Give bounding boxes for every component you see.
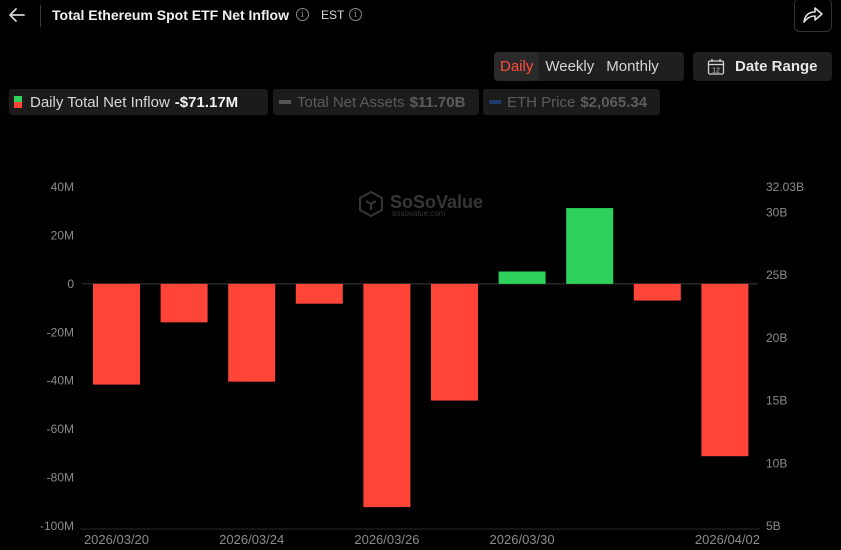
sosovalue-logo-icon: [359, 190, 383, 218]
x-axis: 2026/03/20 2026/03/24 2026/03/26 2026/03/30…: [80, 528, 760, 547]
watermark-site: sosovalue.com: [392, 209, 446, 218]
watermark: SoSoValue sosovalue.com: [359, 190, 483, 218]
calendar-day: 12: [712, 67, 720, 74]
y2-tick-label: 20B: [766, 331, 787, 345]
tab-weekly[interactable]: Weekly: [545, 58, 595, 75]
y-tick-label: -20M: [47, 325, 74, 339]
tab-monthly[interactable]: Monthly: [606, 58, 659, 75]
y-tick-label: 20M: [51, 228, 74, 242]
timezone-info-icon[interactable]: i: [349, 8, 362, 21]
y-tick-label: -100M: [40, 519, 74, 533]
legend-assets-label: Total Net Assets: [297, 93, 405, 111]
inflow-legend-icon: [14, 96, 22, 108]
bar-2026-03-24[interactable]: [228, 283, 276, 382]
legend-price-value: $2,065.34: [580, 93, 648, 111]
bar-2026-03-27[interactable]: [431, 283, 478, 401]
assets-legend-icon: [279, 100, 291, 104]
calendar-icon: 12: [707, 59, 725, 75]
x-tick-label: 2026/04/02: [695, 532, 760, 547]
date-range-label: Date Range: [735, 58, 818, 75]
bar-2026-03-20[interactable]: [93, 283, 140, 385]
bar-2026-03-25[interactable]: [295, 283, 343, 304]
legend-inflow-label: Daily Total Net Inflow: [30, 93, 170, 111]
y2-tick-label: 10B: [766, 456, 787, 470]
back-arrow-icon[interactable]: [6, 4, 28, 26]
legend-daily-net-inflow[interactable]: Daily Total Net Inflow -$71.17M: [9, 89, 268, 115]
title-info-icon[interactable]: i: [296, 8, 309, 21]
legend-assets-value: $11.70B: [409, 93, 466, 111]
share-button[interactable]: [794, 0, 832, 32]
price-legend-icon: [489, 100, 501, 104]
y-axis-right: 5B 10B 15B 20B 25B 30B 32.03B: [766, 180, 804, 533]
legend-inflow-value: -$71.17M: [174, 93, 239, 111]
y-tick-label: 0: [67, 277, 74, 291]
page-title: Total Ethereum Spot ETF Net Inflow: [52, 7, 289, 23]
legend-price-label: ETH Price: [507, 93, 576, 111]
y2-tick-label: 25B: [766, 268, 787, 282]
x-tick-label: 2026/03/26: [354, 532, 419, 547]
bar-2026-03-23[interactable]: [160, 283, 208, 323]
y-axis-left: 40M 20M 0 -20M -40M -60M -80M -100M: [40, 180, 74, 533]
x-tick-label: 2026/03/20: [84, 532, 149, 547]
y2-tick-label: 30B: [766, 205, 787, 219]
y-tick-label: -60M: [47, 422, 74, 436]
y2-tick-label: 32.03B: [766, 180, 804, 194]
bar-2026-03-30[interactable]: [498, 271, 546, 284]
y-tick-label: -40M: [47, 374, 74, 388]
top-bar: Total Ethereum Spot ETF Net Inflow i EST…: [0, 0, 841, 34]
bar-2026-04-02[interactable]: [701, 283, 749, 457]
period-tabs: Daily Weekly Monthly: [494, 52, 684, 81]
watermark-brand: SoSoValue: [390, 192, 483, 212]
legend-total-net-assets[interactable]: Total Net Assets $11.70B: [273, 89, 479, 115]
tab-daily[interactable]: Daily: [494, 52, 540, 81]
legend-eth-price[interactable]: ETH Price $2,065.34: [483, 89, 660, 115]
header-divider: [40, 5, 41, 27]
share-icon: [803, 7, 823, 23]
bar-2026-04-01[interactable]: [633, 283, 681, 301]
y-tick-label: -80M: [47, 471, 74, 485]
date-range-button[interactable]: 12 Date Range: [693, 52, 832, 81]
y2-tick-label: 5B: [766, 519, 781, 533]
x-tick-label: 2026/03/24: [219, 532, 284, 547]
timezone-label: EST: [321, 8, 345, 22]
y2-tick-label: 15B: [766, 394, 787, 408]
x-tick-label: 2026/03/30: [490, 532, 555, 547]
bars: [93, 208, 749, 508]
y-tick-label: 40M: [51, 180, 74, 194]
bar-2026-03-26[interactable]: [363, 283, 411, 508]
net-inflow-chart: SoSoValue sosovalue.com 40M 20M 0 -20M -40M -…: [40, 180, 804, 547]
bar-2026-03-31[interactable]: [566, 208, 614, 284]
